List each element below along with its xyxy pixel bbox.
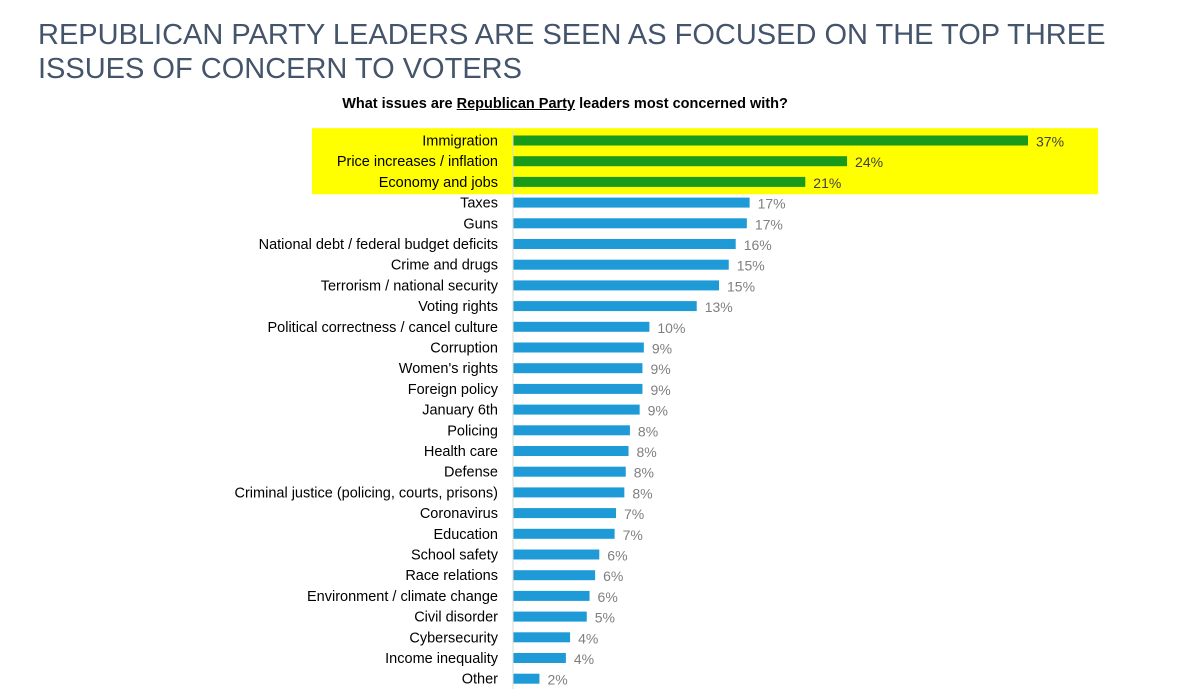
- category-label: Environment / climate change: [307, 589, 498, 605]
- bar: [513, 239, 736, 249]
- value-label: 8%: [637, 444, 657, 460]
- bar: [513, 673, 540, 684]
- bar: [513, 197, 750, 208]
- category-label: Terrorism / national security: [321, 278, 499, 294]
- category-label: Voting rights: [418, 299, 498, 315]
- value-label: 16%: [744, 237, 772, 253]
- bar: [513, 363, 643, 374]
- category-label: Income inequality: [385, 651, 499, 667]
- category-label: Women's rights: [399, 361, 498, 377]
- chart-title-before: What issues are: [342, 96, 457, 112]
- value-label: 9%: [650, 382, 670, 398]
- category-label: Criminal justice (policing, courts, pris…: [235, 485, 499, 501]
- value-label: 8%: [638, 423, 658, 439]
- bar: [513, 280, 719, 291]
- bar: [513, 135, 1028, 146]
- category-label: Economy and jobs: [379, 175, 498, 191]
- category-label: Other: [462, 672, 498, 688]
- bar-chart: Immigration 37% Price increases / inflatio…: [235, 128, 1098, 690]
- category-label: Race relations: [405, 568, 498, 584]
- chart-title-underlined: Republican Party: [456, 96, 576, 112]
- value-label: 5%: [595, 610, 615, 626]
- value-label: 7%: [623, 527, 643, 543]
- bar: [513, 342, 644, 353]
- bar: [513, 383, 643, 394]
- category-label: National debt / federal budget deficits: [259, 237, 498, 253]
- category-label: Defense: [444, 465, 498, 481]
- value-label: 7%: [624, 506, 644, 522]
- slide-title: REPUBLICAN PARTY LEADERS ARE SEEN AS FOC…: [38, 19, 1106, 85]
- bar: [513, 508, 616, 519]
- chart-title-after: leaders most concerned with?: [575, 96, 788, 112]
- value-label: 8%: [632, 485, 652, 501]
- value-label: 8%: [634, 465, 654, 481]
- bar: [513, 321, 650, 332]
- bar: [513, 466, 626, 477]
- bar: [513, 156, 848, 167]
- value-label: 9%: [648, 403, 668, 419]
- value-label: 4%: [574, 651, 594, 667]
- bar: [513, 487, 625, 498]
- value-label: 17%: [758, 196, 786, 212]
- category-label: Price increases / inflation: [337, 154, 498, 170]
- bar: [513, 176, 806, 187]
- value-label: 6%: [603, 568, 623, 584]
- category-label: Immigration: [422, 134, 498, 150]
- value-label: 37%: [1036, 134, 1064, 150]
- category-label: Crime and drugs: [391, 258, 498, 274]
- value-label: 10%: [657, 320, 685, 336]
- category-label: Education: [434, 527, 499, 543]
- category-label: Guns: [463, 216, 498, 232]
- value-label: 21%: [813, 175, 841, 191]
- category-label: Political correctness / cancel culture: [268, 320, 499, 336]
- category-label: Civil disorder: [414, 610, 498, 626]
- bar: [513, 259, 729, 270]
- value-label: 17%: [755, 216, 783, 232]
- category-label: Corruption: [430, 341, 498, 357]
- category-label: School safety: [411, 548, 499, 564]
- value-label: 6%: [607, 548, 627, 564]
- bar: [513, 570, 596, 581]
- chart-title: What issues are Republican Party leaders…: [0, 96, 1130, 112]
- category-label: Coronavirus: [420, 506, 498, 522]
- bar: [513, 632, 571, 643]
- category-label: Cybersecurity: [409, 630, 498, 646]
- bar: [513, 404, 640, 415]
- value-label: 15%: [727, 278, 755, 294]
- category-label: Foreign policy: [408, 382, 499, 398]
- category-label: Policing: [447, 423, 498, 439]
- bar: [513, 611, 587, 622]
- category-label: Taxes: [460, 196, 498, 212]
- bar: [513, 528, 615, 539]
- value-label: 2%: [547, 672, 567, 688]
- bar: [513, 425, 630, 436]
- value-label: 24%: [855, 154, 883, 170]
- bar: [513, 549, 600, 560]
- bar: [513, 653, 566, 663]
- value-label: 9%: [650, 361, 670, 377]
- category-label: January 6th: [422, 403, 498, 419]
- bar: [513, 590, 590, 601]
- value-label: 6%: [598, 589, 618, 605]
- value-label: 4%: [578, 630, 598, 646]
- value-label: 13%: [705, 299, 733, 315]
- bar: [513, 301, 697, 312]
- category-label: Health care: [424, 444, 498, 460]
- bar: [513, 446, 629, 456]
- value-label: 15%: [737, 258, 765, 274]
- bar: [513, 218, 747, 229]
- value-label: 9%: [652, 341, 672, 357]
